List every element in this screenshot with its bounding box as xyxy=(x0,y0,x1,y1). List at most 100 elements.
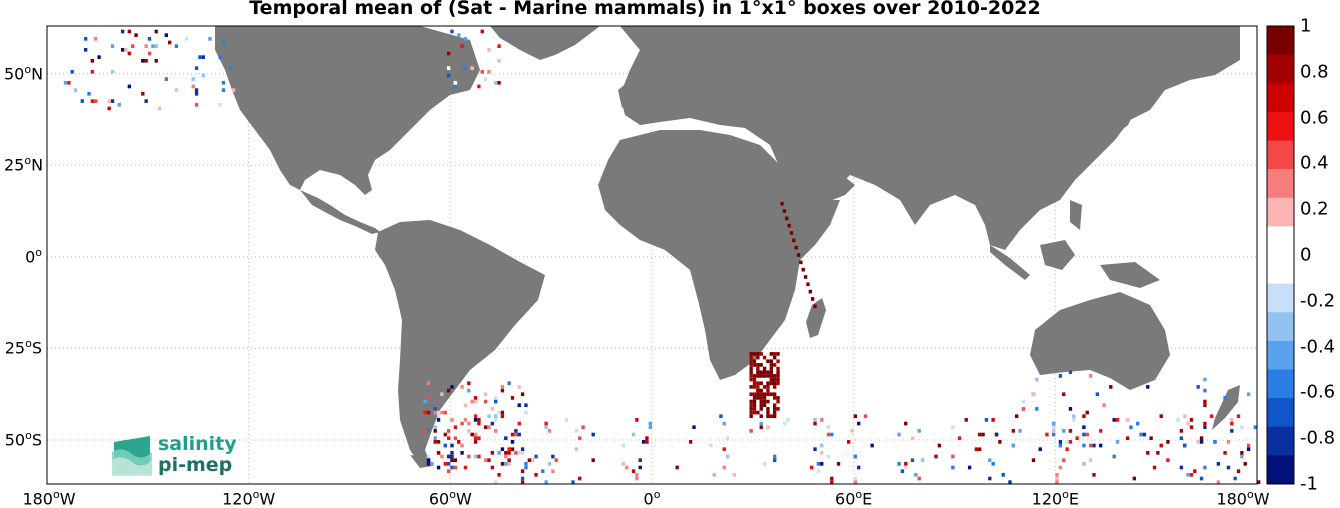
data-cell xyxy=(446,388,451,393)
data-cell xyxy=(144,99,148,103)
data-cell xyxy=(1230,418,1234,422)
data-cell xyxy=(749,414,753,419)
data-cell xyxy=(820,462,824,466)
colorbar-swatch xyxy=(1267,398,1294,428)
data-cell xyxy=(450,385,454,389)
data-cell xyxy=(759,370,763,375)
data-cell xyxy=(752,385,757,389)
data-cell xyxy=(463,418,468,422)
data-cell xyxy=(759,421,763,426)
data-cell xyxy=(201,73,205,78)
data-cell xyxy=(453,465,458,470)
data-cell xyxy=(480,462,484,466)
data-cell xyxy=(433,436,437,441)
land-africa xyxy=(598,130,840,380)
data-cell xyxy=(547,429,552,433)
data-cell xyxy=(201,55,205,59)
data-cell xyxy=(147,51,152,56)
data-cell xyxy=(773,403,777,408)
data-cell xyxy=(813,304,817,309)
data-cell xyxy=(850,429,854,433)
data-cell xyxy=(467,429,471,433)
data-cell xyxy=(752,377,757,382)
data-cell xyxy=(1236,414,1241,419)
data-cell xyxy=(1129,425,1133,430)
lat-tick-value: 25 xyxy=(4,155,25,175)
lon-tick-label: 180oW xyxy=(22,488,75,508)
data-cell xyxy=(756,410,760,415)
data-cell xyxy=(453,436,458,441)
data-cell xyxy=(756,352,760,356)
data-cell xyxy=(900,469,905,474)
data-cell xyxy=(773,381,777,386)
data-cell xyxy=(110,69,115,74)
data-cell xyxy=(588,425,592,430)
data-cell xyxy=(520,469,525,474)
data-cell xyxy=(1062,458,1066,463)
data-cell xyxy=(446,73,451,78)
lon-tick-label: 120oW xyxy=(222,488,275,508)
data-cell xyxy=(1082,432,1086,437)
data-cell xyxy=(1088,443,1093,448)
data-cell xyxy=(621,443,626,448)
data-cell xyxy=(426,396,431,400)
data-cell xyxy=(500,447,505,452)
data-cell xyxy=(453,80,458,85)
data-cell xyxy=(759,381,763,386)
data-cell xyxy=(762,392,767,397)
lon-tick-value: 180 xyxy=(22,489,53,508)
data-cell xyxy=(1213,440,1217,444)
data-cell xyxy=(826,425,831,430)
data-cell xyxy=(571,462,575,466)
data-cell xyxy=(490,421,495,426)
data-cell xyxy=(520,451,525,455)
data-cell xyxy=(635,418,639,422)
logo-line1: salinity xyxy=(158,433,237,455)
data-cell xyxy=(487,69,491,74)
data-cell xyxy=(470,399,474,404)
data-cell xyxy=(490,465,495,470)
colorbar-swatch xyxy=(1267,140,1294,170)
lon-tick-value: 60 xyxy=(835,489,856,508)
data-cell xyxy=(483,462,488,466)
data-cell xyxy=(794,245,798,250)
data-cell xyxy=(473,436,478,441)
data-cell xyxy=(1243,462,1247,466)
data-cell xyxy=(440,451,444,455)
data-cell xyxy=(810,297,815,301)
data-cell xyxy=(1051,429,1056,433)
data-cell xyxy=(752,392,757,397)
data-cell xyxy=(853,454,858,459)
data-cell xyxy=(504,454,508,459)
data-cell xyxy=(752,374,757,378)
data-cell xyxy=(1072,385,1076,389)
data-cell xyxy=(527,458,531,463)
data-cell xyxy=(450,465,454,470)
data-cell xyxy=(1082,414,1086,419)
data-cell xyxy=(645,436,649,441)
data-cell xyxy=(520,476,525,481)
colorbar-swatch xyxy=(1267,54,1294,84)
data-cell xyxy=(846,440,851,444)
data-cell xyxy=(759,396,763,400)
data-cell xyxy=(1122,403,1126,408)
data-cell xyxy=(752,403,757,408)
data-cell xyxy=(820,418,824,422)
data-cell xyxy=(524,403,528,408)
data-cell xyxy=(218,55,222,59)
lon-tick-value: 60 xyxy=(428,489,450,508)
data-cell xyxy=(450,443,454,448)
land-australia xyxy=(1030,292,1170,390)
data-cell xyxy=(780,201,784,206)
data-cell xyxy=(1115,440,1120,444)
data-cell xyxy=(426,458,431,463)
data-cell xyxy=(1199,440,1204,444)
data-cell xyxy=(1092,443,1096,448)
data-cell xyxy=(749,410,753,415)
data-cell xyxy=(1058,443,1063,448)
data-cell xyxy=(1246,443,1251,448)
data-cell xyxy=(773,414,777,419)
data-cell xyxy=(1179,429,1184,433)
data-cell xyxy=(164,33,168,37)
data-cell xyxy=(1183,414,1187,419)
